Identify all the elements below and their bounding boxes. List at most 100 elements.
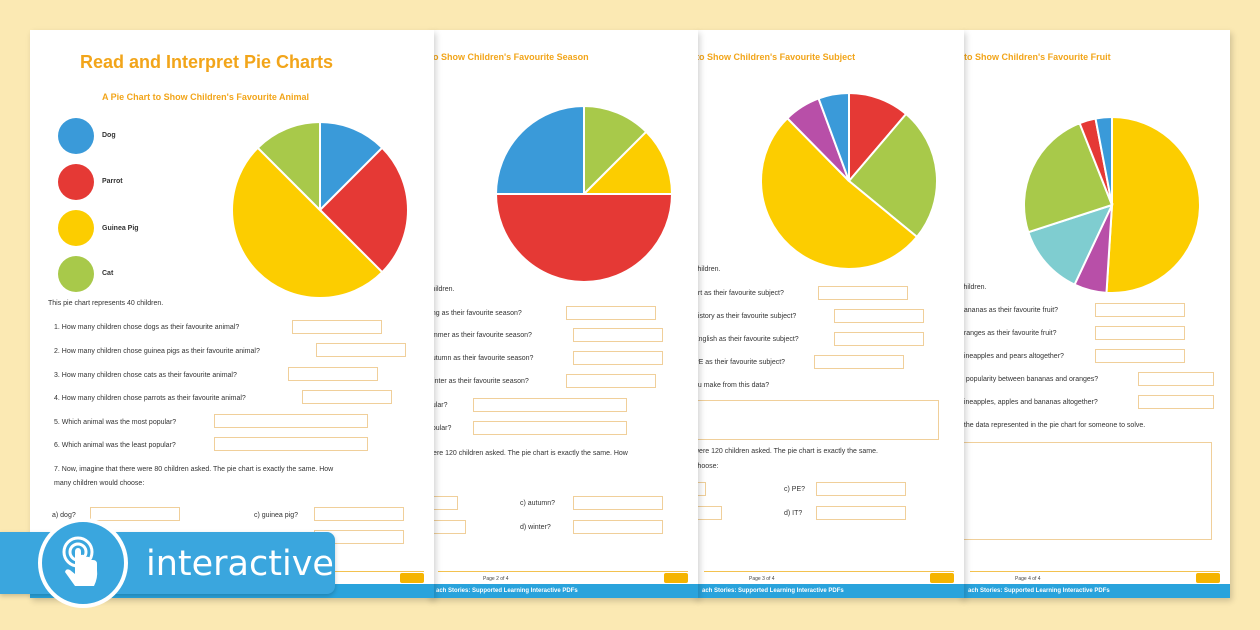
question-3: 3. How many children chose cats as their… bbox=[54, 372, 237, 379]
worksheet-page-1: Read and Interpret Pie Charts A Pie Char… bbox=[30, 30, 434, 598]
answer-field[interactable] bbox=[214, 414, 368, 428]
season-pie-chart bbox=[494, 104, 674, 283]
answer-field[interactable] bbox=[314, 507, 404, 521]
answer-field[interactable] bbox=[292, 320, 382, 334]
pie-slice bbox=[847, 112, 938, 239]
answer-area[interactable] bbox=[694, 400, 939, 440]
answer-field[interactable] bbox=[1138, 372, 1214, 386]
answer-field[interactable] bbox=[1095, 326, 1185, 340]
question-5: 5. Which animal was the most popular? bbox=[54, 419, 177, 426]
answer-field[interactable] bbox=[834, 332, 924, 346]
question-line: English as their favourite subject? bbox=[694, 336, 799, 343]
legend-swatch-cat bbox=[58, 256, 94, 292]
question-line: pular? bbox=[428, 402, 448, 409]
question-line: oranges as their favourite fruit? bbox=[960, 330, 1057, 337]
sub-question: d) IT? bbox=[784, 510, 803, 517]
pie-slice bbox=[318, 146, 409, 274]
chart-title: A Pie Chart to Show Children's Favourite… bbox=[102, 92, 309, 102]
answer-field[interactable] bbox=[90, 507, 180, 521]
answer-field[interactable] bbox=[1095, 349, 1185, 363]
answer-field[interactable] bbox=[573, 351, 663, 365]
answer-field[interactable] bbox=[473, 421, 627, 435]
question-line: ummer as their favourite season? bbox=[428, 332, 532, 339]
page-number: Page 4 of 4 bbox=[1015, 576, 1041, 582]
answer-field[interactable] bbox=[814, 355, 904, 369]
legend-swatch-dog bbox=[58, 118, 94, 154]
pie-slice bbox=[817, 91, 850, 182]
answer-field[interactable] bbox=[566, 306, 656, 320]
pie-slice bbox=[1094, 115, 1113, 206]
question-4: 4. How many children chose parrots as th… bbox=[54, 395, 246, 402]
question-line: autumn as their favourite season? bbox=[428, 355, 534, 362]
pie-slice bbox=[256, 120, 321, 213]
answer-field[interactable] bbox=[573, 520, 663, 534]
pie-slice bbox=[760, 116, 919, 270]
answer-field[interactable] bbox=[302, 390, 392, 404]
pie-slice bbox=[581, 130, 674, 195]
question-line: ou make from this data? bbox=[694, 382, 770, 389]
question-line: were 120 children asked. The pie chart i… bbox=[428, 450, 628, 457]
pie-slice bbox=[494, 193, 674, 283]
legend-label: Dog bbox=[102, 132, 116, 139]
sub-question-c: c) guinea pig? bbox=[254, 512, 298, 519]
footer-divider bbox=[438, 571, 688, 572]
question-line: pineapples and pears altogether? bbox=[960, 353, 1064, 360]
pie-slice bbox=[319, 120, 384, 213]
pie-slice bbox=[494, 104, 585, 195]
chart-title: to Show Children's Favourite Season bbox=[430, 52, 589, 62]
question-1: 1. How many children chose dogs as their… bbox=[54, 324, 240, 331]
question-line: f the data represented in the pie chart … bbox=[960, 422, 1146, 429]
fruit-pie-chart bbox=[1023, 115, 1201, 294]
footer-bar: ach Stories: Supported Learning Interact… bbox=[428, 584, 698, 598]
question-7-cont: many children would choose: bbox=[54, 480, 145, 487]
chart-title: to Show Children's Favourite Fruit bbox=[964, 52, 1111, 62]
pie-slice bbox=[583, 104, 648, 197]
answer-field[interactable] bbox=[214, 437, 368, 451]
chart-title: to Show Children's Favourite Subject bbox=[696, 52, 856, 62]
answer-field[interactable] bbox=[473, 398, 627, 412]
answer-field[interactable] bbox=[573, 496, 663, 510]
answer-field[interactable] bbox=[566, 374, 656, 388]
pie-slice bbox=[1027, 203, 1114, 286]
sub-question: c) autumn? bbox=[520, 500, 556, 507]
answer-field[interactable] bbox=[816, 482, 906, 496]
question-line: ring as their favourite season? bbox=[428, 310, 522, 317]
question-line: were 120 children asked. The pie chart i… bbox=[694, 448, 878, 455]
animal-pie-chart bbox=[231, 120, 409, 299]
answer-area[interactable] bbox=[960, 442, 1212, 540]
answer-field[interactable] bbox=[1095, 303, 1185, 317]
legend-label: Cat bbox=[102, 270, 114, 277]
answer-field[interactable] bbox=[1138, 395, 1214, 409]
pie-slice bbox=[1105, 115, 1201, 294]
answer-field[interactable] bbox=[816, 506, 906, 520]
question-line: children. bbox=[960, 284, 987, 291]
question-line: bananas as their favourite fruit? bbox=[960, 307, 1059, 314]
intro-text: This pie chart represents 40 children. bbox=[48, 300, 164, 307]
answer-field[interactable] bbox=[818, 286, 908, 300]
worksheet-page-2: to Show Children's Favourite Season chil… bbox=[428, 30, 698, 598]
answer-field[interactable] bbox=[694, 506, 722, 520]
sub-question-a: a) dog? bbox=[52, 512, 76, 519]
question-2: 2. How many children chose guinea pigs a… bbox=[54, 348, 260, 355]
question-line: choose: bbox=[694, 463, 719, 470]
question-line: history as their favourite subject? bbox=[694, 313, 797, 320]
question-line: n popularity between bananas and oranges… bbox=[960, 376, 1099, 383]
answer-field[interactable] bbox=[288, 367, 378, 381]
answer-field[interactable] bbox=[316, 343, 406, 357]
legend-label: Parrot bbox=[102, 178, 123, 185]
page-title: Read and Interpret Pie Charts bbox=[80, 52, 334, 72]
sub-question: c) PE? bbox=[784, 486, 806, 493]
sub-question: d) winter? bbox=[520, 524, 551, 531]
question-line: pineapples, apples and bananas altogethe… bbox=[960, 399, 1098, 406]
answer-field[interactable] bbox=[834, 309, 924, 323]
twinkl-logo bbox=[400, 573, 424, 583]
question-7: 7. Now, imagine that there were 80 child… bbox=[54, 466, 334, 473]
page-number: Page 2 of 4 bbox=[483, 576, 509, 582]
twinkl-logo bbox=[664, 573, 688, 583]
pie-slice bbox=[231, 146, 384, 299]
footer-bar: ach Stories: Supported Learning Interact… bbox=[960, 584, 1230, 598]
worksheet-page-4: to Show Children's Favourite Fruit child… bbox=[960, 30, 1230, 598]
touch-hand-icon bbox=[38, 518, 128, 608]
answer-field[interactable] bbox=[573, 328, 663, 342]
footer-bar: ach Stories: Supported Learning Interact… bbox=[694, 584, 964, 598]
